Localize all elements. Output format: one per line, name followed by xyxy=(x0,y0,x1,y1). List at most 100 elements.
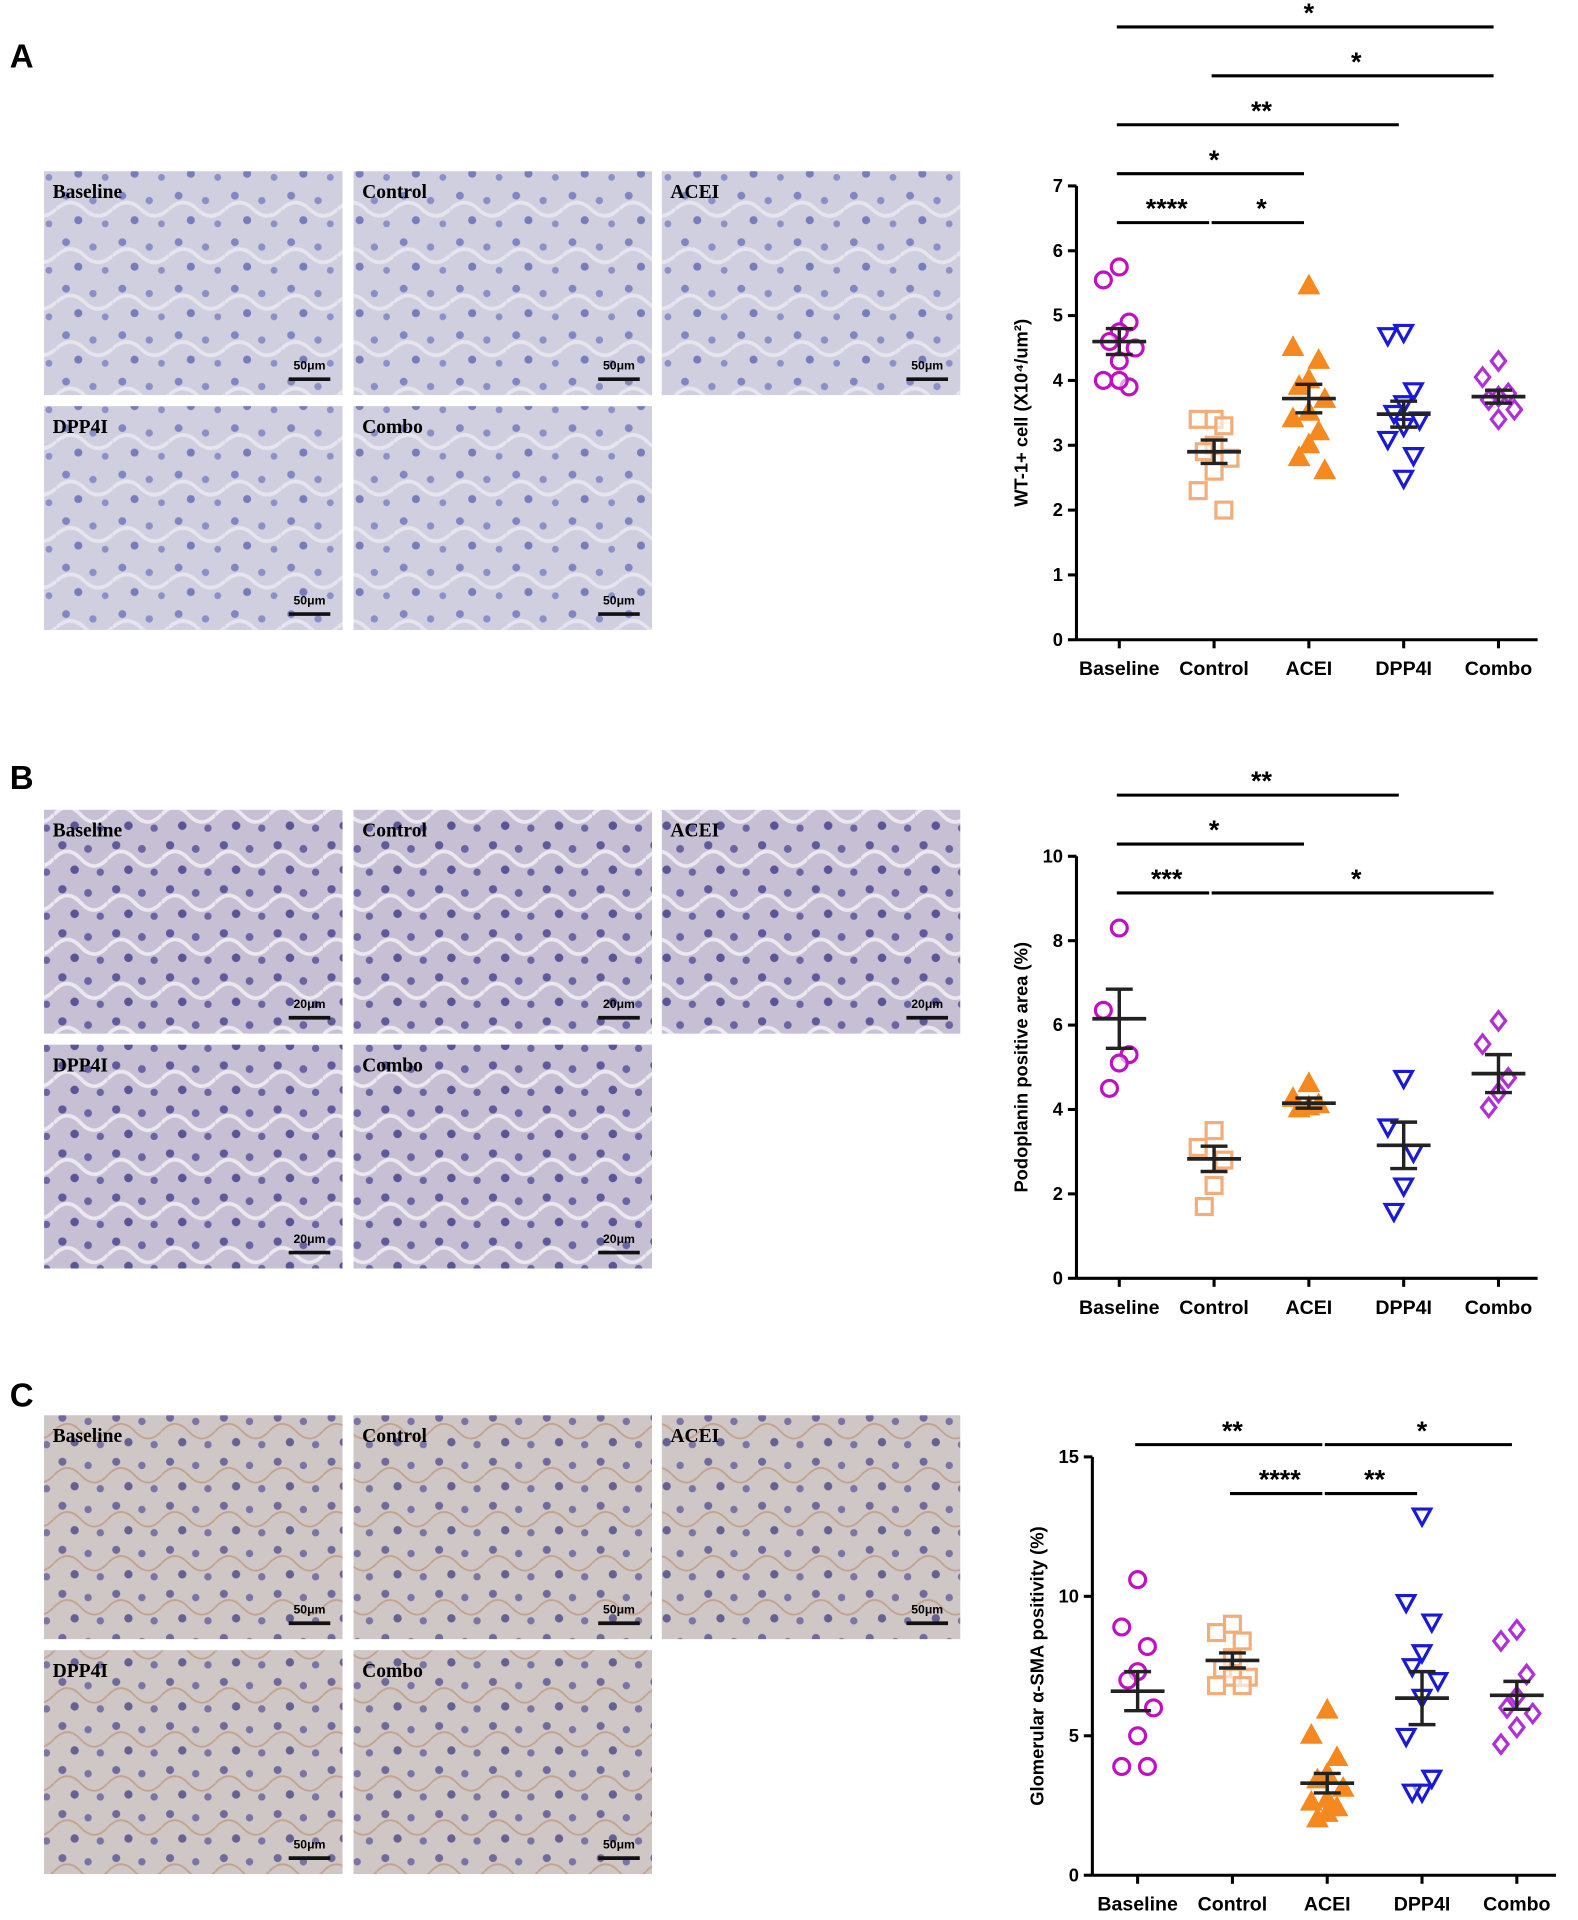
data-point xyxy=(1204,1175,1224,1195)
y-tick-label: 5 xyxy=(1053,305,1063,326)
data-point xyxy=(1315,1801,1339,1822)
data-point xyxy=(1402,447,1425,468)
data-point xyxy=(1392,1177,1416,1199)
panel-label: C xyxy=(10,1377,34,1414)
micrograph xyxy=(353,406,652,630)
x-tick-label: Control xyxy=(1179,1297,1249,1319)
scale-bar-label: 20μm xyxy=(294,997,326,1011)
data-point xyxy=(1093,270,1113,290)
significance-label: ** xyxy=(1222,1416,1243,1446)
data-point xyxy=(1420,1613,1444,1635)
data-point xyxy=(1306,1806,1329,1828)
x-tick-label: DPP4I xyxy=(1375,658,1432,680)
data-point xyxy=(1099,1078,1120,1098)
data-point xyxy=(1331,1775,1355,1797)
significance-label: * xyxy=(1417,1416,1428,1446)
scale-bar-label: 50μm xyxy=(294,358,326,372)
significance-label: **** xyxy=(1259,1465,1301,1495)
scale-bar-label: 20μm xyxy=(911,997,943,1011)
scale-bar-label: 50μm xyxy=(294,1837,326,1851)
micrograph-label: DPP4I xyxy=(53,1056,108,1077)
y-axis-label: WT-1+ cell (X10⁴/um²) xyxy=(1011,319,1032,507)
data-point xyxy=(1093,1000,1113,1020)
data-point xyxy=(1394,1727,1418,1749)
micrograph xyxy=(44,1044,343,1269)
micrograph xyxy=(353,1044,652,1269)
data-point xyxy=(1307,348,1331,369)
micrograph-label: Control xyxy=(362,182,427,203)
data-point xyxy=(1214,416,1234,436)
significance-label: * xyxy=(1256,194,1267,224)
scale-bar-label: 50μm xyxy=(603,1837,635,1851)
micrograph-label: ACEI xyxy=(670,182,719,203)
data-point xyxy=(1222,1614,1242,1634)
data-point xyxy=(1491,1629,1511,1653)
data-point xyxy=(1206,1623,1227,1643)
data-point xyxy=(1410,1644,1434,1665)
data-point xyxy=(1206,1676,1227,1696)
data-point xyxy=(1109,370,1129,390)
scale-bar-label: 50μm xyxy=(603,358,635,372)
data-point xyxy=(1400,1658,1424,1679)
data-point xyxy=(1143,1698,1164,1718)
data-point xyxy=(1109,918,1129,938)
micrograph xyxy=(44,406,343,630)
data-point xyxy=(1313,458,1337,480)
data-point xyxy=(1299,1789,1323,1811)
data-point xyxy=(1382,1202,1406,1224)
micrograph-label: ACEI xyxy=(670,1426,719,1447)
data-point xyxy=(1188,409,1208,429)
data-point xyxy=(1507,1715,1527,1740)
data-point xyxy=(1188,481,1208,501)
significance-label: * xyxy=(1209,815,1220,845)
data-point xyxy=(1489,1009,1508,1033)
significance-label: ** xyxy=(1364,1465,1385,1495)
micrograph xyxy=(661,171,961,396)
data-point xyxy=(1402,1143,1425,1165)
y-tick-label: 10 xyxy=(1059,1585,1079,1606)
data-point xyxy=(1507,1618,1527,1642)
x-tick-label: Baseline xyxy=(1097,1894,1178,1916)
data-point xyxy=(1297,432,1321,454)
data-point xyxy=(1287,445,1311,467)
scale-bar-label: 50μm xyxy=(294,593,326,607)
scale-bar-label: 20μm xyxy=(294,1232,326,1246)
y-axis-label: Glomerular α-SMA positivity (%) xyxy=(1026,1526,1047,1805)
data-point xyxy=(1410,1507,1434,1529)
significance-label: ** xyxy=(1251,766,1272,796)
data-point xyxy=(1281,335,1305,356)
data-point xyxy=(1376,1118,1400,1140)
micrograph xyxy=(353,809,652,1034)
data-point xyxy=(1479,1095,1498,1120)
data-point xyxy=(1281,406,1305,428)
micrograph-label: Combo xyxy=(362,417,423,438)
micrograph xyxy=(353,171,652,396)
y-tick-label: 10 xyxy=(1043,845,1063,866)
data-point xyxy=(1232,1631,1252,1651)
micrograph xyxy=(44,1650,343,1875)
scale-bar-label: 50μm xyxy=(603,1602,635,1616)
data-point xyxy=(1473,1032,1492,1056)
data-point xyxy=(1325,1795,1349,1817)
y-tick-label: 7 xyxy=(1053,175,1063,196)
significance-label: **** xyxy=(1146,194,1188,224)
significance-label: ** xyxy=(1251,96,1272,126)
scale-bar-label: 50μm xyxy=(911,1602,943,1616)
micrograph-label: DPP4I xyxy=(53,1661,108,1682)
data-point xyxy=(1204,1121,1224,1141)
significance-label: *** xyxy=(1151,864,1183,894)
data-point xyxy=(1325,1745,1349,1767)
data-point xyxy=(1112,1617,1132,1637)
x-tick-label: DPP4I xyxy=(1375,1297,1432,1319)
x-tick-label: DPP4I xyxy=(1394,1894,1451,1916)
data-point xyxy=(1093,370,1113,390)
y-tick-label: 8 xyxy=(1053,930,1063,951)
significance-label: * xyxy=(1304,0,1315,28)
micrograph-label: Baseline xyxy=(53,1426,123,1447)
x-tick-label: Combo xyxy=(1465,1297,1532,1319)
scale-bar-label: 50μm xyxy=(911,358,943,372)
micrograph-label: Baseline xyxy=(53,821,123,842)
y-tick-label: 0 xyxy=(1069,1864,1079,1885)
y-tick-label: 0 xyxy=(1053,629,1063,650)
